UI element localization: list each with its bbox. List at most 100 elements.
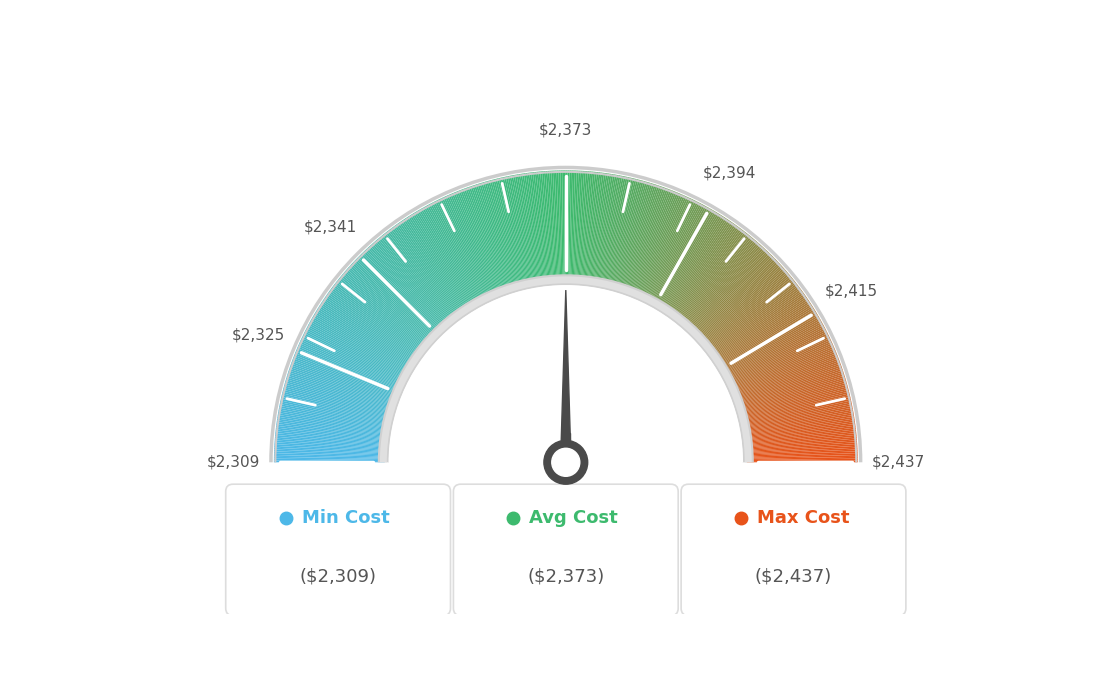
Wedge shape — [639, 195, 686, 297]
Wedge shape — [715, 298, 808, 362]
Wedge shape — [279, 402, 389, 426]
Wedge shape — [299, 342, 401, 388]
Wedge shape — [275, 438, 385, 449]
Wedge shape — [500, 177, 527, 286]
Wedge shape — [745, 424, 856, 440]
Wedge shape — [534, 172, 548, 282]
Wedge shape — [435, 201, 486, 301]
Wedge shape — [509, 175, 532, 285]
Wedge shape — [726, 326, 825, 379]
Wedge shape — [617, 182, 650, 289]
Wedge shape — [280, 397, 390, 423]
Wedge shape — [274, 444, 385, 452]
Wedge shape — [350, 264, 433, 340]
Wedge shape — [473, 185, 509, 291]
Wedge shape — [587, 172, 603, 283]
Wedge shape — [746, 431, 857, 444]
Wedge shape — [339, 277, 426, 348]
Wedge shape — [580, 171, 590, 282]
FancyBboxPatch shape — [225, 484, 450, 615]
Wedge shape — [385, 282, 746, 462]
Wedge shape — [375, 239, 448, 325]
Wedge shape — [362, 252, 440, 333]
Text: $2,341: $2,341 — [304, 219, 357, 235]
Wedge shape — [722, 314, 818, 371]
Wedge shape — [315, 312, 411, 370]
Wedge shape — [316, 310, 411, 369]
Wedge shape — [317, 309, 412, 368]
Wedge shape — [293, 358, 396, 399]
Wedge shape — [347, 268, 431, 343]
Wedge shape — [499, 178, 526, 286]
Wedge shape — [279, 404, 389, 427]
Wedge shape — [317, 308, 413, 367]
Wedge shape — [506, 176, 530, 285]
Wedge shape — [719, 308, 815, 367]
Wedge shape — [708, 281, 795, 351]
Wedge shape — [321, 302, 415, 364]
Wedge shape — [679, 234, 749, 322]
Wedge shape — [588, 172, 604, 283]
Wedge shape — [373, 242, 447, 326]
Wedge shape — [485, 181, 517, 288]
Wedge shape — [287, 374, 393, 408]
Wedge shape — [736, 367, 842, 404]
Wedge shape — [433, 201, 485, 301]
Wedge shape — [452, 193, 496, 296]
Wedge shape — [333, 285, 422, 353]
Wedge shape — [650, 204, 703, 303]
Wedge shape — [540, 171, 551, 282]
Wedge shape — [691, 252, 769, 333]
Wedge shape — [676, 230, 745, 319]
Wedge shape — [486, 181, 518, 288]
Wedge shape — [369, 246, 445, 329]
Wedge shape — [651, 205, 704, 303]
Wedge shape — [643, 198, 692, 299]
Wedge shape — [739, 377, 846, 411]
Wedge shape — [274, 457, 385, 460]
Wedge shape — [414, 212, 473, 308]
Wedge shape — [570, 170, 573, 282]
Wedge shape — [737, 371, 843, 406]
Wedge shape — [592, 173, 609, 284]
Wedge shape — [669, 223, 734, 315]
Wedge shape — [735, 358, 839, 399]
Wedge shape — [746, 449, 858, 455]
Wedge shape — [278, 408, 388, 429]
Circle shape — [552, 448, 580, 476]
Wedge shape — [718, 303, 811, 364]
Wedge shape — [682, 239, 755, 324]
Wedge shape — [276, 429, 386, 443]
Wedge shape — [646, 201, 697, 301]
Wedge shape — [744, 415, 854, 434]
Wedge shape — [470, 186, 508, 291]
Wedge shape — [514, 175, 535, 284]
Wedge shape — [284, 384, 392, 415]
Wedge shape — [623, 185, 659, 291]
Wedge shape — [716, 299, 809, 362]
Wedge shape — [422, 208, 478, 305]
Wedge shape — [744, 411, 853, 432]
Wedge shape — [274, 446, 385, 453]
Wedge shape — [542, 171, 552, 282]
Wedge shape — [692, 253, 771, 333]
Wedge shape — [620, 184, 656, 290]
Wedge shape — [667, 220, 730, 313]
Wedge shape — [631, 190, 673, 294]
Wedge shape — [454, 193, 497, 295]
Wedge shape — [274, 449, 385, 455]
Wedge shape — [539, 172, 550, 282]
Wedge shape — [687, 246, 763, 329]
Wedge shape — [624, 186, 661, 291]
Text: ($2,437): ($2,437) — [755, 567, 832, 585]
Wedge shape — [370, 244, 445, 328]
Wedge shape — [683, 239, 756, 325]
Wedge shape — [286, 379, 392, 412]
Wedge shape — [746, 438, 857, 449]
Wedge shape — [278, 411, 388, 432]
Wedge shape — [277, 418, 386, 436]
Wedge shape — [338, 279, 425, 350]
Wedge shape — [401, 221, 464, 313]
Wedge shape — [746, 442, 857, 451]
Wedge shape — [275, 433, 385, 445]
